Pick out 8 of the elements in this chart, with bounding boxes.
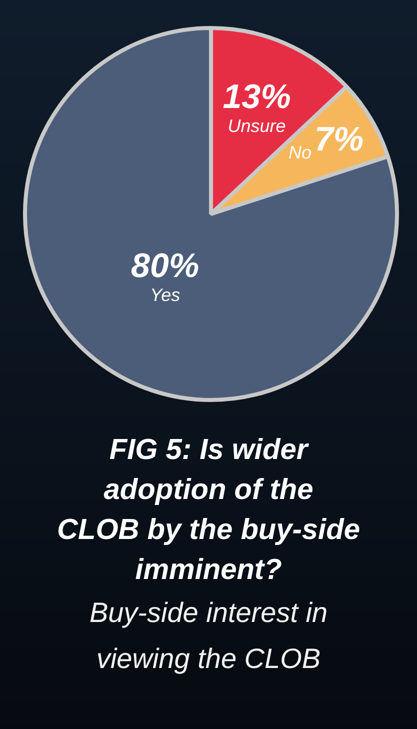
slice-label: Yes [150, 285, 180, 306]
slice-label: Unsure [228, 116, 286, 136]
text: FIG 5: Is wider adoption of the CLOB by the buy-side imminent? [56, 433, 361, 588]
data-label: 80% [131, 247, 200, 286]
slice-label: No [288, 142, 312, 162]
text: Buy-side interest in viewing the CLOB [88, 596, 329, 676]
data-label: 13% [222, 78, 291, 116]
data-label: 7% [314, 120, 364, 158]
